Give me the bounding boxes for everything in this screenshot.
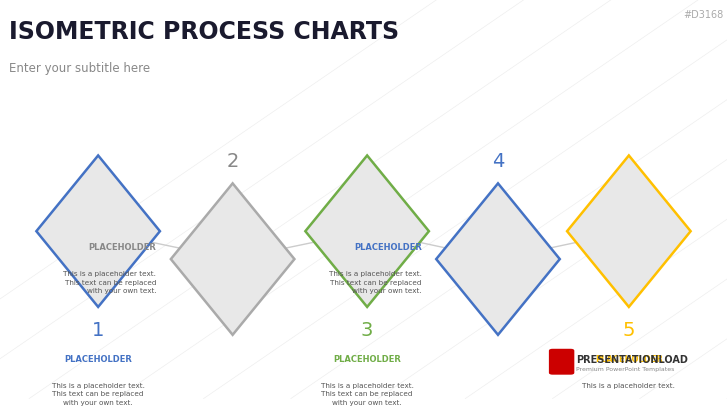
Text: PLACEHOLDER: PLACEHOLDER [64, 355, 132, 364]
Text: PRESENTATIONLOAD: PRESENTATIONLOAD [576, 355, 688, 365]
Text: PLACEHOLDER: PLACEHOLDER [89, 243, 156, 252]
Text: Premium PowerPoint Templates: Premium PowerPoint Templates [576, 367, 674, 372]
Text: This is a placeholder text.
This text can be replaced
with your own text.: This is a placeholder text. This text ca… [321, 383, 414, 406]
FancyBboxPatch shape [549, 349, 574, 375]
Text: 3: 3 [361, 321, 374, 340]
Text: 2: 2 [226, 153, 239, 171]
Text: This is a placeholder text.: This is a placeholder text. [582, 383, 675, 389]
Polygon shape [436, 183, 560, 335]
Text: 4: 4 [491, 153, 505, 171]
Text: This is a placeholder text.
This text can be replaced
with your own text.: This is a placeholder text. This text ca… [63, 271, 156, 294]
Text: PLACEHOLDER: PLACEHOLDER [333, 355, 401, 364]
Text: PLACEHOLDER: PLACEHOLDER [595, 355, 663, 364]
Polygon shape [305, 155, 429, 307]
Text: 1: 1 [92, 321, 105, 340]
Text: PLACEHOLDER: PLACEHOLDER [354, 243, 422, 252]
Polygon shape [171, 183, 294, 335]
Text: #D3168: #D3168 [683, 10, 723, 20]
Text: Enter your subtitle here: Enter your subtitle here [9, 62, 150, 75]
Text: ISOMETRIC PROCESS CHARTS: ISOMETRIC PROCESS CHARTS [9, 20, 400, 44]
Text: This is a placeholder text.
This text can be replaced
with your own text.: This is a placeholder text. This text ca… [329, 271, 422, 294]
Polygon shape [567, 155, 691, 307]
Text: This is a placeholder text.
This text can be replaced
with your own text.: This is a placeholder text. This text ca… [52, 383, 145, 406]
Polygon shape [36, 155, 160, 307]
Text: 5: 5 [622, 321, 635, 340]
